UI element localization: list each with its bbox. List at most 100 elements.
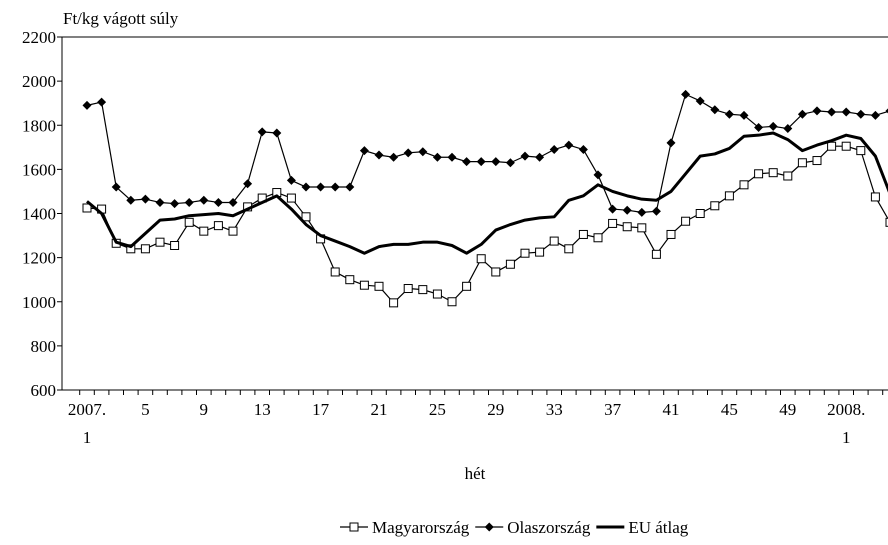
x-tick-label: 5	[141, 400, 150, 419]
marker	[345, 182, 355, 192]
marker	[841, 107, 851, 117]
marker	[549, 145, 559, 155]
marker	[286, 193, 296, 203]
marker	[272, 128, 282, 138]
marker	[520, 248, 530, 258]
y-tick-label: 600	[31, 381, 57, 400]
marker	[140, 194, 150, 204]
marker	[783, 124, 793, 134]
marker	[666, 229, 676, 239]
x-tick-label: 45	[720, 400, 738, 419]
series-line	[86, 131, 888, 255]
marker	[724, 109, 734, 119]
marker	[768, 121, 778, 131]
x-tick-label: 17	[312, 400, 330, 419]
x-tick-label: 33	[545, 400, 563, 419]
marker	[359, 146, 369, 156]
marker	[199, 226, 209, 236]
marker	[462, 157, 472, 167]
marker	[403, 284, 413, 294]
marker	[695, 209, 705, 218]
marker	[783, 171, 793, 181]
marker	[97, 97, 107, 107]
marker	[535, 152, 545, 162]
legend-item: EU átlag	[596, 518, 689, 537]
legend-label: Magyarország	[372, 518, 470, 537]
marker	[301, 182, 311, 192]
y-tick-label: 1200	[22, 249, 56, 268]
marker	[403, 148, 413, 158]
marker	[330, 182, 340, 192]
marker	[535, 247, 545, 257]
legend-item: Magyarország	[340, 518, 470, 537]
x-tick-label: 49	[779, 400, 797, 419]
marker	[155, 237, 165, 247]
legend-marker	[484, 522, 494, 532]
y-tick-label: 1400	[22, 205, 56, 224]
marker	[695, 96, 705, 106]
marker	[622, 222, 632, 232]
marker	[754, 169, 764, 179]
y-tick-label: 2000	[22, 72, 56, 91]
marker	[389, 152, 399, 162]
marker	[213, 221, 223, 231]
x-tick-label: 2008. 1	[827, 400, 866, 447]
marker	[257, 127, 267, 137]
marker	[681, 89, 691, 99]
legend-label: Olaszország	[507, 518, 591, 537]
series	[86, 131, 888, 255]
x-tick-label: 2007. 1	[67, 400, 107, 447]
legend-label: EU átlag	[628, 518, 688, 537]
marker	[710, 201, 720, 211]
marker	[184, 197, 194, 207]
marker	[418, 285, 428, 295]
marker	[608, 204, 618, 214]
marker	[724, 191, 734, 201]
marker	[140, 244, 150, 254]
marker	[359, 280, 369, 290]
marker	[476, 254, 486, 264]
marker	[432, 289, 442, 299]
series	[82, 141, 888, 308]
marker	[447, 297, 457, 307]
marker	[608, 218, 618, 228]
marker	[170, 199, 180, 209]
marker	[564, 244, 574, 254]
legend-item: Olaszország	[475, 518, 591, 537]
marker	[797, 158, 807, 168]
marker	[593, 170, 603, 180]
marker	[710, 105, 720, 115]
y-tick-label: 1000	[22, 293, 56, 312]
y-axis-label: Ft/kg vágott súly	[63, 9, 179, 28]
marker	[768, 168, 778, 178]
marker	[622, 205, 632, 215]
marker	[681, 216, 691, 226]
marker	[316, 182, 326, 192]
marker	[184, 217, 194, 227]
x-tick-label: 25	[428, 400, 446, 419]
marker	[885, 108, 888, 114]
marker	[564, 140, 574, 150]
x-tick-label: 37	[604, 400, 622, 419]
marker	[651, 249, 661, 259]
marker	[126, 195, 136, 205]
marker	[637, 223, 647, 233]
marker	[739, 110, 749, 120]
marker	[856, 109, 866, 119]
marker	[505, 158, 515, 168]
marker	[827, 141, 837, 151]
series	[82, 89, 888, 217]
marker	[432, 152, 442, 162]
y-tick-label: 1600	[22, 160, 56, 179]
series-line	[86, 93, 888, 213]
marker	[199, 195, 209, 205]
x-tick-label: 29	[487, 400, 505, 419]
marker	[374, 150, 384, 160]
marker	[870, 110, 880, 120]
marker	[389, 298, 399, 308]
marker	[301, 212, 311, 222]
y-tick-label: 800	[31, 337, 57, 356]
marker	[476, 157, 486, 167]
